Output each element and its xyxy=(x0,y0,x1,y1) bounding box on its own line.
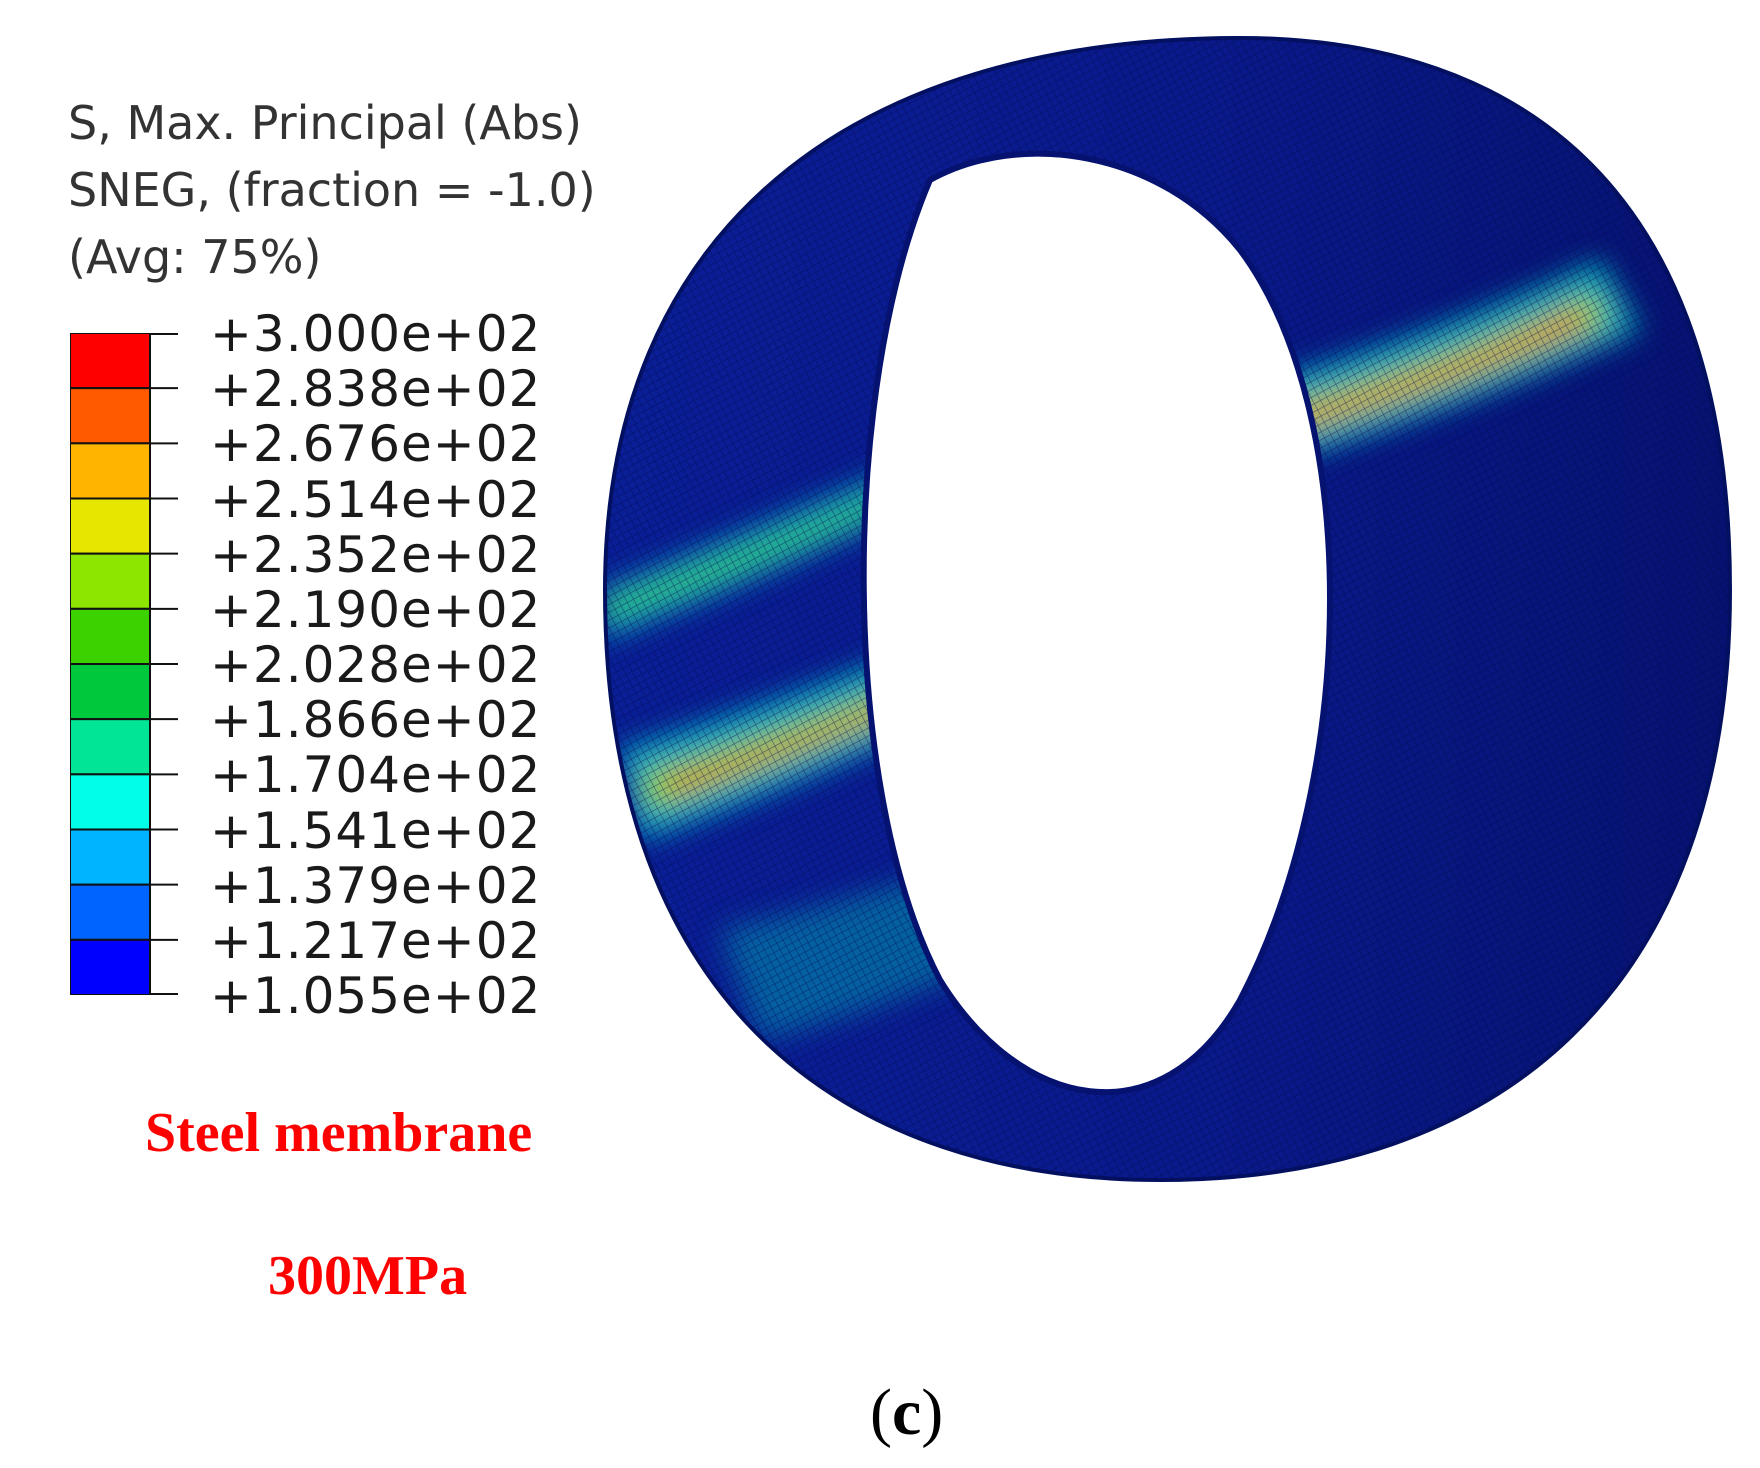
legend-tick-label: +1.704e+02 xyxy=(210,746,542,805)
legend-band-11 xyxy=(70,883,151,941)
legend-band-2 xyxy=(70,387,151,445)
legend-tick-label: +2.838e+02 xyxy=(210,360,542,419)
legend-band-4 xyxy=(70,497,151,555)
legend-title-line-1: S, Max. Principal (Abs) xyxy=(68,96,582,150)
legend-tick-label: +2.028e+02 xyxy=(210,636,542,694)
legend-tick-label: +1.866e+02 xyxy=(210,691,542,750)
legend-tick-label: +1.217e+02 xyxy=(210,911,542,970)
legend-title-line-3: (Avg: 75%) xyxy=(68,230,322,284)
panel-label: (c) xyxy=(870,1376,944,1449)
color-legend-bar xyxy=(70,333,178,995)
pressure-caption: 300MPa xyxy=(268,1245,468,1307)
legend-tick-label: +1.055e+02 xyxy=(210,967,542,1025)
legend-band-3 xyxy=(70,442,151,500)
legend-tick-label: +2.676e+02 xyxy=(210,415,542,474)
cylinder-inner-rim xyxy=(860,150,1333,1096)
cylinder-outer-rim xyxy=(602,35,1733,1183)
stress-contour-cylinder xyxy=(602,35,1733,1183)
legend-band-7 xyxy=(70,663,151,721)
legend-tick-label: +2.190e+02 xyxy=(210,580,542,639)
legend-band-8 xyxy=(70,718,151,776)
legend-title-line-2: SNEG, (fraction = -1.0) xyxy=(68,163,596,217)
legend-band-5 xyxy=(70,552,151,610)
legend-band-1 xyxy=(70,333,151,390)
legend-tick-label: +2.514e+02 xyxy=(210,470,542,529)
legend-tick-label: +1.541e+02 xyxy=(210,801,542,860)
legend-tick-label: +3.000e+02 xyxy=(210,305,542,363)
material-caption: Steel membrane xyxy=(145,1102,533,1164)
legend-tick-label: +2.352e+02 xyxy=(210,525,542,584)
legend-tick-label: +1.379e+02 xyxy=(210,856,542,915)
legend-band-6 xyxy=(70,607,151,666)
legend-band-10 xyxy=(70,828,151,886)
legend-band-9 xyxy=(70,773,151,831)
legend-band-12 xyxy=(70,938,151,995)
